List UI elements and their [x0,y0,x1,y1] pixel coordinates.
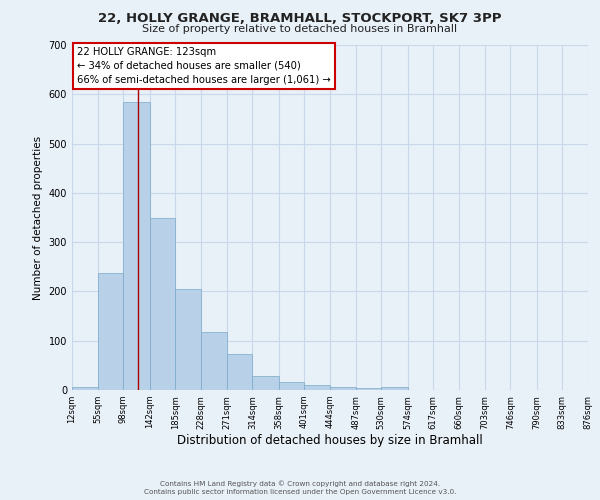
Text: Size of property relative to detached houses in Bramhall: Size of property relative to detached ho… [142,24,458,34]
Bar [304,385,330,390]
Bar [382,387,407,390]
Bar [175,290,201,390]
Bar [227,354,253,390]
Bar [253,376,278,390]
Bar [201,332,227,390]
Text: 22, HOLLY GRANGE, BRAMHALL, STOCKPORT, SK7 3PP: 22, HOLLY GRANGE, BRAMHALL, STOCKPORT, S… [98,12,502,26]
Bar [149,218,175,390]
Bar [98,272,124,390]
Bar [72,386,98,390]
Bar [124,102,149,390]
Bar [356,388,382,390]
Text: 22 HOLLY GRANGE: 123sqm
← 34% of detached houses are smaller (540)
66% of semi-d: 22 HOLLY GRANGE: 123sqm ← 34% of detache… [77,46,331,84]
Bar [330,386,356,390]
X-axis label: Distribution of detached houses by size in Bramhall: Distribution of detached houses by size … [177,434,483,448]
Text: Contains public sector information licensed under the Open Government Licence v3: Contains public sector information licen… [144,489,456,495]
Bar [278,382,304,390]
Text: Contains HM Land Registry data © Crown copyright and database right 2024.: Contains HM Land Registry data © Crown c… [160,480,440,487]
Y-axis label: Number of detached properties: Number of detached properties [33,136,43,300]
